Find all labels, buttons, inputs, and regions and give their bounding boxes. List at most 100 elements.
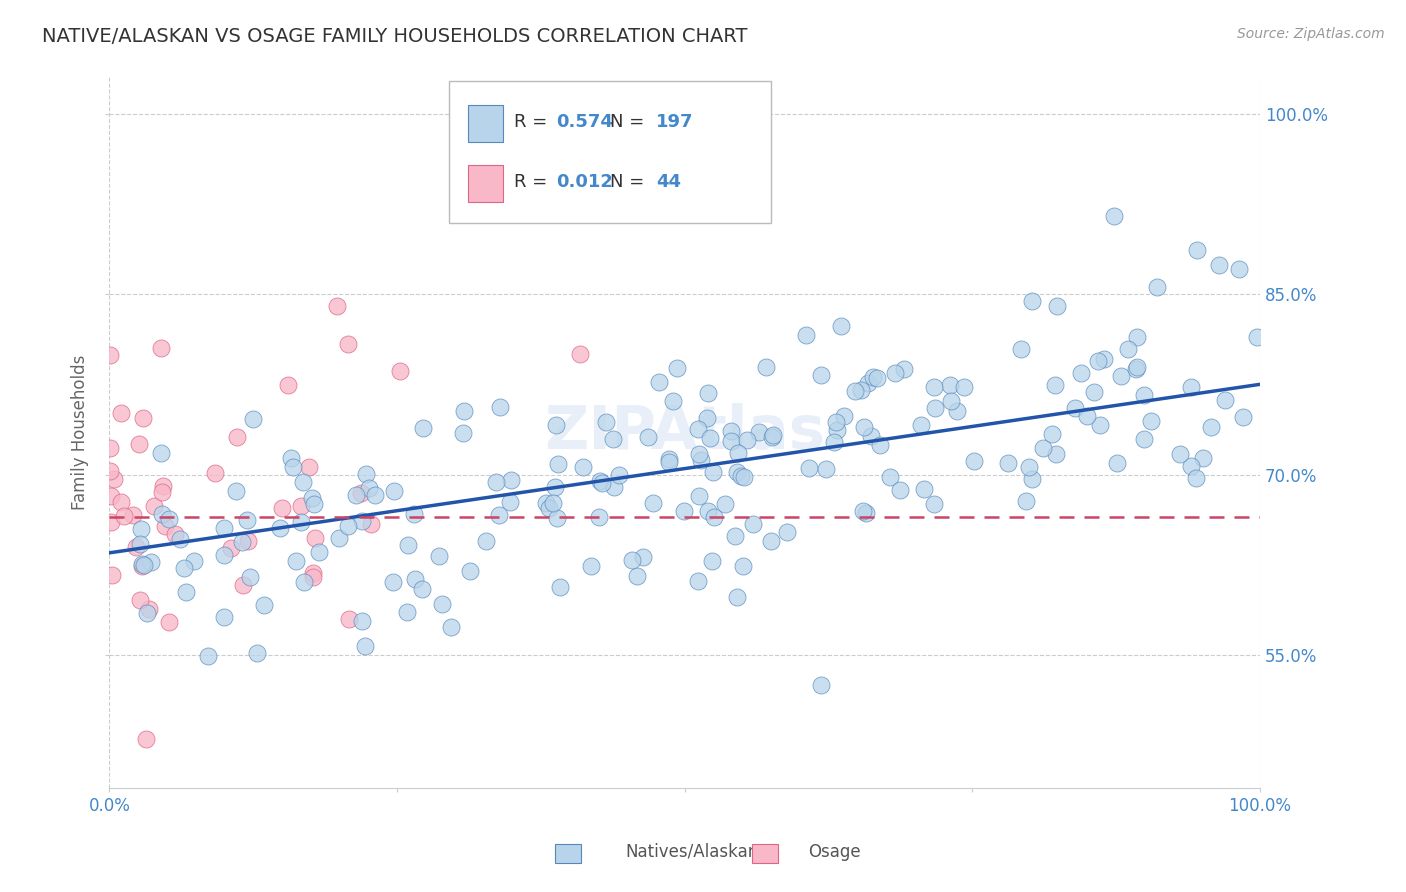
Point xyxy=(204,466,226,480)
Point xyxy=(810,368,832,382)
Point xyxy=(242,412,264,426)
Point xyxy=(357,481,380,495)
Point xyxy=(884,366,907,380)
Point xyxy=(953,380,976,394)
Point xyxy=(354,467,377,481)
Point xyxy=(1180,459,1202,474)
Point xyxy=(761,533,783,548)
Point xyxy=(856,376,879,390)
Point xyxy=(1126,330,1149,344)
Point xyxy=(569,347,592,361)
Point xyxy=(382,483,405,498)
Point xyxy=(1070,366,1092,380)
Point xyxy=(328,531,350,545)
Point xyxy=(128,436,150,450)
Point xyxy=(1021,293,1043,308)
Point xyxy=(1087,353,1109,368)
Point xyxy=(110,406,132,420)
Point xyxy=(924,379,946,393)
Point xyxy=(427,549,450,563)
Point xyxy=(1092,352,1115,367)
Text: 0.012: 0.012 xyxy=(555,173,613,191)
Point xyxy=(1140,414,1163,428)
Point xyxy=(1043,378,1066,392)
Point xyxy=(1083,384,1105,399)
Text: ZIPAtlas: ZIPAtlas xyxy=(544,403,825,462)
Text: Source: ZipAtlas.com: Source: ZipAtlas.com xyxy=(1237,27,1385,41)
Point xyxy=(246,646,269,660)
Point xyxy=(174,584,197,599)
Point xyxy=(430,597,453,611)
FancyBboxPatch shape xyxy=(449,81,770,223)
Point xyxy=(696,411,718,425)
Point xyxy=(688,422,710,436)
Point xyxy=(727,446,749,460)
Point xyxy=(225,483,247,498)
Point xyxy=(1213,392,1236,407)
Point xyxy=(941,394,963,409)
Point xyxy=(150,446,173,460)
Point xyxy=(602,481,624,495)
Point xyxy=(1184,471,1206,485)
Point xyxy=(122,508,145,523)
Point xyxy=(1192,450,1215,465)
Point xyxy=(100,515,122,529)
Y-axis label: Family Households: Family Households xyxy=(72,355,89,510)
Text: R =: R = xyxy=(515,173,554,191)
Point xyxy=(1180,380,1202,394)
Point xyxy=(165,527,187,541)
Point xyxy=(703,509,725,524)
Point xyxy=(588,509,610,524)
Point xyxy=(546,511,568,525)
Point xyxy=(350,486,373,500)
Point xyxy=(814,462,837,476)
Point xyxy=(135,732,157,747)
Point xyxy=(132,410,155,425)
Text: Natives/Alaskans: Natives/Alaskans xyxy=(626,843,768,861)
Point xyxy=(851,384,873,398)
Point xyxy=(236,533,259,548)
Point xyxy=(292,475,315,489)
Point xyxy=(499,494,522,508)
Point xyxy=(131,558,153,573)
Point xyxy=(690,453,713,467)
Point xyxy=(869,438,891,452)
Point xyxy=(169,532,191,546)
Point xyxy=(352,614,374,628)
Point xyxy=(1199,420,1222,434)
Point xyxy=(152,479,174,493)
Point xyxy=(412,421,434,435)
Point xyxy=(1208,258,1230,272)
Point xyxy=(852,503,875,517)
Point xyxy=(544,417,567,432)
Point xyxy=(212,548,235,562)
Text: 44: 44 xyxy=(655,173,681,191)
Point xyxy=(938,378,960,392)
Point xyxy=(404,572,426,586)
Point xyxy=(844,384,866,398)
Point xyxy=(686,574,709,588)
Point xyxy=(173,561,195,575)
Point xyxy=(100,489,122,503)
Point xyxy=(404,507,426,521)
Point xyxy=(489,400,512,414)
Text: 0.574: 0.574 xyxy=(555,113,613,131)
Point xyxy=(301,491,323,506)
Point xyxy=(697,504,720,518)
Point xyxy=(834,409,856,424)
Point xyxy=(602,433,624,447)
Point xyxy=(1232,409,1254,424)
Text: NATIVE/ALASKAN VS OSAGE FAMILY HOUSEHOLDS CORRELATION CHART: NATIVE/ALASKAN VS OSAGE FAMILY HOUSEHOLD… xyxy=(42,27,748,45)
Point xyxy=(98,464,121,478)
Point xyxy=(396,605,419,619)
Point xyxy=(136,606,159,620)
Point xyxy=(946,404,969,418)
Point xyxy=(301,566,323,580)
Point xyxy=(235,513,257,527)
Point xyxy=(755,359,778,374)
Point xyxy=(231,535,253,549)
Point xyxy=(725,465,748,479)
Point xyxy=(1109,369,1132,384)
Point xyxy=(697,386,720,401)
Point xyxy=(352,515,374,529)
